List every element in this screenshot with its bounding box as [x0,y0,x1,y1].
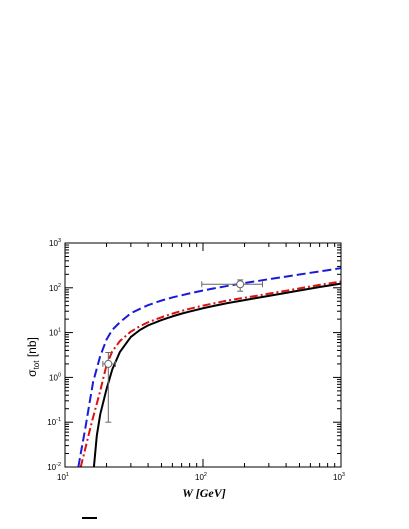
y-tick-label-base: 10 [49,239,58,248]
y-tick-label: 103 [49,238,61,248]
x-tick-label: 103 [333,472,345,482]
error-point [102,351,116,423]
data-point-marker [236,280,245,289]
x-tick-label: 102 [195,472,207,482]
tick-marks [64,242,342,468]
series-group [77,267,341,467]
y-axis-title-unit: [nb] [25,337,39,360]
x-tick-label-exponent: 1 [66,472,69,478]
x-axis-title: W [GeV] [182,486,225,500]
x-tick-label: 101 [57,472,69,482]
y-tick-label-base: 10 [49,329,58,338]
error-point [201,279,264,292]
plot-frame [64,242,342,468]
y-tick-label-exponent: -1 [56,417,61,423]
y-tick-label: 10-2 [47,462,61,472]
x-tick-label-base: 10 [57,473,66,482]
y-tick-label: 10-1 [47,417,61,427]
y-tick-label-exponent: 1 [58,328,61,334]
y-tick-label: 100 [49,372,61,382]
y-tick-label-base: 10 [47,463,56,472]
series-line-solid [92,282,341,467]
y-tick-label: 102 [49,283,61,293]
y-axis-title: σtot [nb] [25,337,41,377]
data-point-marker [104,359,113,368]
y-axis-title-main: σ [25,369,39,377]
y-tick-label: 101 [49,328,61,338]
series-line-dashed [77,267,341,467]
y-tick-label-exponent: -2 [56,462,61,468]
y-tick-label-exponent: 3 [58,238,61,244]
y-tick-label-base: 10 [47,418,56,427]
x-tick-labels: 101 102 103 [57,472,345,482]
error-points-group [102,279,264,423]
y-tick-label-base: 10 [49,284,58,293]
y-tick-label-base: 10 [49,373,58,382]
x-tick-label-base: 10 [333,473,342,482]
x-tick-label-exponent: 3 [342,472,345,478]
y-tick-label-exponent: 2 [58,283,61,289]
series-line-dashdot [79,280,341,467]
x-tick-label-base: 10 [195,473,204,482]
y-axis-title-sub: tot [32,360,41,370]
x-tick-label-exponent: 2 [204,472,207,478]
y-tick-label-exponent: 0 [58,372,61,378]
